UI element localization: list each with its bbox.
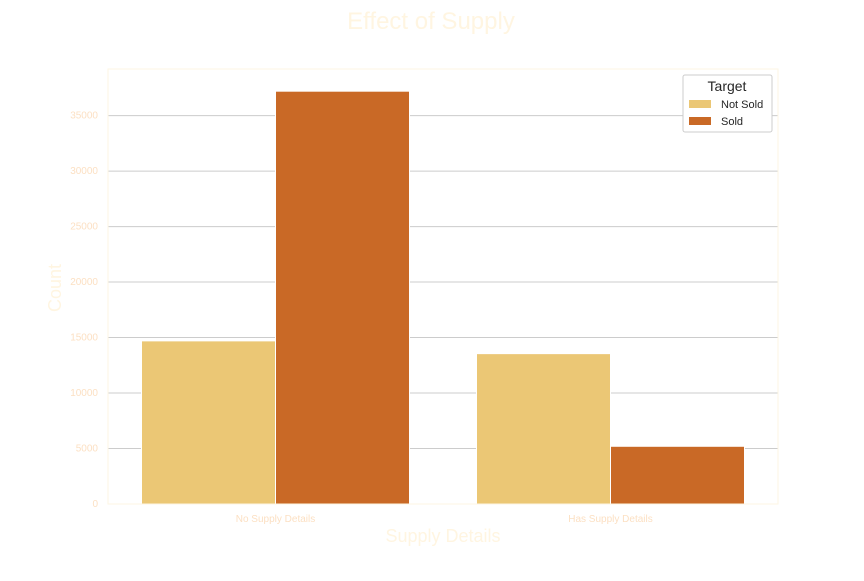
legend: Target Not Sold Sold — [682, 74, 773, 133]
y-axis-label: Count — [45, 264, 65, 312]
bar-not-sold-has-supply — [476, 353, 611, 505]
bar-sold-no-supply — [275, 90, 410, 505]
bars — [141, 90, 745, 505]
y-tick-label: 35000 — [70, 111, 98, 122]
plot-frame — [107, 68, 779, 505]
y-tick-label: 0 — [92, 499, 98, 510]
legend-title: Target — [708, 78, 747, 94]
x-tick-label: Has Supply Details — [568, 514, 652, 525]
bar-not-sold-no-supply — [141, 340, 276, 505]
y-tick-labels: 0 5000 10000 15000 20000 25000 30000 35000 — [70, 111, 98, 510]
y-tick-label: 30000 — [70, 166, 98, 177]
x-tick-label: No Supply Details — [236, 514, 315, 525]
bar-sold-has-supply — [610, 445, 745, 505]
legend-label-not-sold: Not Sold — [721, 99, 763, 111]
x-axis-label: Supply Details — [385, 526, 500, 546]
y-tick-label: 15000 — [70, 333, 98, 344]
chart-title: Effect of Supply — [347, 8, 515, 35]
legend-swatch-not-sold — [689, 100, 711, 108]
legend-swatch-sold — [689, 117, 711, 125]
y-tick-label: 5000 — [76, 444, 99, 455]
y-tick-label: 20000 — [70, 277, 98, 288]
y-tick-label: 10000 — [70, 388, 98, 399]
y-tick-label: 25000 — [70, 222, 98, 233]
legend-label-sold: Sold — [721, 116, 743, 128]
x-tick-labels: No Supply Details Has Supply Details — [236, 514, 653, 525]
